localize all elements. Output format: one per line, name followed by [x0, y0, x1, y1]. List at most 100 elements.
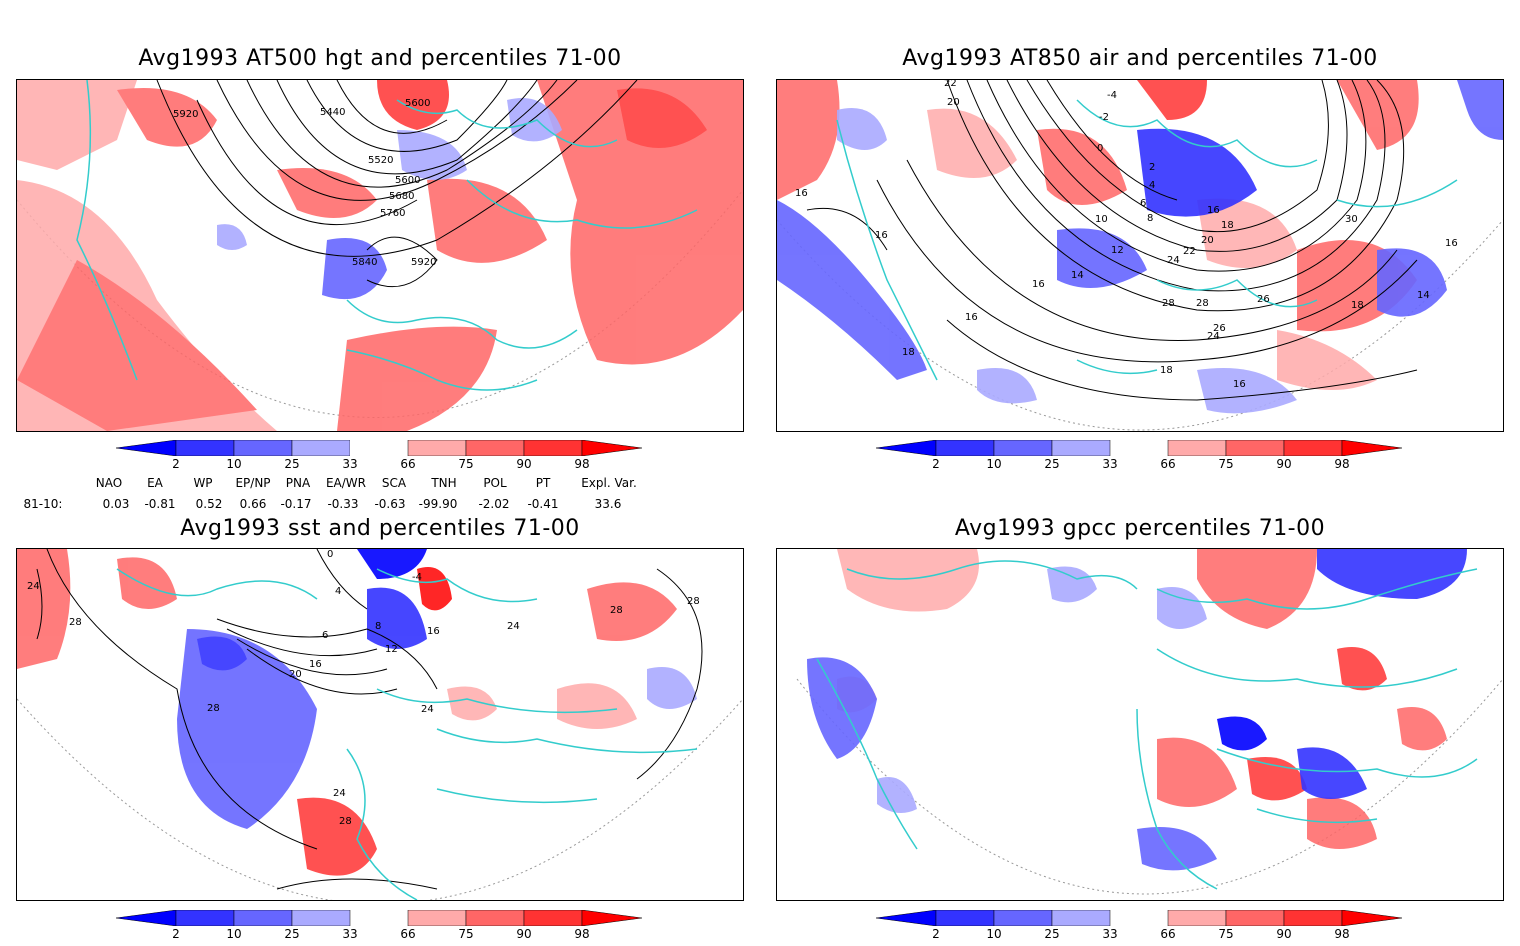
index-value: -99.90: [418, 497, 458, 511]
index-header: EP/NP: [235, 476, 271, 490]
colorbar-label: 75: [1218, 457, 1234, 471]
contour-label: 5920: [173, 109, 198, 120]
contour-label: -2: [1099, 112, 1109, 123]
contour-label: 16: [427, 626, 440, 637]
contour-label: 5920: [411, 257, 436, 268]
contour-label: 6: [1140, 198, 1146, 209]
contour-label: 18: [902, 347, 915, 358]
contour-label: 16: [965, 312, 978, 323]
panel-title-gpcc: Avg1993 gpcc percentiles 71-00: [954, 516, 1326, 541]
contour-label: 16: [795, 188, 808, 199]
contour-label: 2: [1149, 162, 1155, 173]
index-value: -0.41: [527, 497, 559, 511]
colorbar-label: 25: [284, 457, 300, 471]
contour-label: 5840: [352, 257, 377, 268]
contour-label: 4: [1149, 180, 1155, 191]
contour-label: 16: [875, 230, 888, 241]
colorbar-label: 33: [342, 927, 358, 941]
contour-label: 5760: [380, 208, 405, 219]
colorbar-label: 90: [1276, 927, 1292, 941]
contour-label: 5680: [389, 191, 414, 202]
index-value: -0.17: [280, 497, 312, 511]
contour-label: 8: [1147, 213, 1153, 224]
contour-label: 16: [309, 659, 322, 670]
contour-label: 28: [610, 605, 623, 616]
colorbar-label: 2: [932, 927, 940, 941]
map-sst: 24 28 -4 0 4 6 8 12 16 20 16 24 28 28 24…: [16, 548, 744, 901]
index-value: -2.02: [478, 497, 510, 511]
contour-label: 28: [1162, 298, 1175, 309]
colorbar-label: 33: [342, 457, 358, 471]
contour-label: 14: [1417, 290, 1430, 301]
colorbar-label: 98: [1334, 457, 1350, 471]
map-gpcc: [776, 548, 1504, 901]
colorbar-label: 25: [1044, 927, 1060, 941]
colorbar-label: 25: [284, 927, 300, 941]
index-value: -0.81: [144, 497, 176, 511]
contour-label: 16: [1233, 379, 1246, 390]
colorbar-label: 10: [986, 927, 1002, 941]
index-value: -0.33: [327, 497, 359, 511]
contour-label: 4: [335, 586, 341, 597]
panel-title-hgt500: Avg1993 AT500 hgt and percentiles 71-00: [138, 46, 622, 71]
contour-label: 5600: [395, 175, 420, 186]
index-header: EA: [147, 476, 163, 490]
contour-label: 14: [1071, 270, 1084, 281]
colorbar-gpcc: 2 10 25 33 66 75 90 98: [876, 910, 1436, 946]
index-header: WP: [193, 476, 213, 490]
colorbar-label: 66: [400, 927, 416, 941]
index-value: 0.03: [102, 497, 130, 511]
colorbar-label: 66: [400, 457, 416, 471]
colorbar-label: 75: [458, 927, 474, 941]
teleconnection-table: NAO EA WP EP/NP PNA EA/WR SCA TNH POL PT…: [0, 474, 760, 514]
colorbar-label: 90: [516, 927, 532, 941]
contour-label: 18: [1221, 220, 1234, 231]
colorbar-label: 10: [226, 457, 242, 471]
colorbar-label: 75: [1218, 927, 1234, 941]
map-hgt500: 5920 5440 5600 5520 5600 5680 5760 5840 …: [16, 79, 744, 432]
index-value: 0.66: [239, 497, 267, 511]
colorbar-label: 98: [1334, 927, 1350, 941]
contour-label: 22: [944, 80, 957, 89]
colorbar-label: 90: [1276, 457, 1292, 471]
colorbar-label: 33: [1102, 457, 1118, 471]
colorbar-label: 98: [574, 457, 590, 471]
contour-label: 28: [1196, 298, 1209, 309]
colorbar-label: 10: [226, 927, 242, 941]
index-header: EA/WR: [325, 476, 367, 490]
colorbar-label: 2: [932, 457, 940, 471]
index-value: -0.63: [374, 497, 406, 511]
colorbar-label: 2: [172, 457, 180, 471]
contour-label: 28: [339, 816, 352, 827]
contour-label: 28: [69, 617, 82, 628]
colorbar-air850: 2 10 25 33 66 75 90 98: [876, 440, 1436, 476]
map-air850: 22 20 -4 -2 0 2 4 6 8 10 12 14 16 16 16 …: [776, 79, 1504, 432]
index-value: 0.52: [195, 497, 223, 511]
contour-label: 6: [322, 630, 328, 641]
contour-label: 22: [1183, 246, 1196, 257]
contour-label: 16: [1207, 205, 1220, 216]
colorbar-label: 10: [986, 457, 1002, 471]
contour-label: -4: [1107, 90, 1117, 101]
panel-title-sst: Avg1993 sst and percentiles 71-00: [180, 516, 580, 541]
index-header: NAO: [95, 476, 123, 490]
contour-label: 5520: [368, 155, 393, 166]
contour-label: 24: [27, 581, 40, 592]
contour-label: 24: [421, 704, 434, 715]
colorbar-label: 25: [1044, 457, 1060, 471]
contour-label: 18: [1160, 365, 1173, 376]
colorbar-label: 98: [574, 927, 590, 941]
index-header: POL: [483, 476, 507, 490]
contour-label: 12: [385, 644, 398, 655]
contour-label: 0: [327, 549, 333, 560]
contour-label: 20: [289, 669, 302, 680]
contour-label: 8: [375, 621, 381, 632]
contour-label: 5440: [320, 107, 345, 118]
contour-label: 10: [1095, 214, 1108, 225]
colorbar-label: 90: [516, 457, 532, 471]
index-header: SCA: [381, 476, 407, 490]
contour-label: 16: [1032, 279, 1045, 290]
colorbar-label: 2: [172, 927, 180, 941]
contour-label: -4: [412, 572, 422, 583]
panel-title-air850: Avg1993 AT850 air and percentiles 71-00: [902, 46, 1378, 71]
